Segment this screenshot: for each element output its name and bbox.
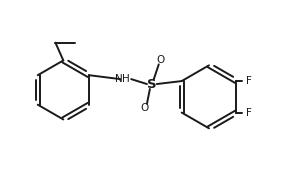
- Text: O: O: [157, 55, 165, 65]
- Text: H: H: [122, 74, 130, 84]
- Text: F: F: [246, 108, 252, 118]
- Text: O: O: [141, 103, 149, 113]
- Text: S: S: [147, 78, 157, 90]
- Text: N: N: [115, 74, 123, 84]
- Text: F: F: [246, 76, 252, 86]
